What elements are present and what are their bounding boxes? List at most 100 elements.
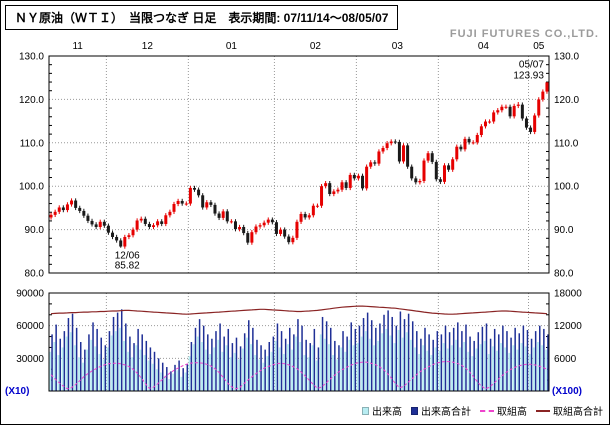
volume-total-bar	[325, 321, 328, 391]
volume-axis-label-right: 6000	[554, 354, 577, 365]
volume-bar	[315, 360, 318, 391]
volume-total-bar	[133, 343, 135, 391]
volume-total-bar	[350, 322, 352, 391]
candle-body	[414, 178, 418, 183]
candle-body	[279, 229, 283, 234]
volume-total-bar	[420, 338, 422, 391]
volume-total-bar	[100, 337, 102, 391]
month-label: 11	[72, 41, 83, 52]
annotation-value: 85.82	[115, 261, 140, 272]
volume-bar	[409, 339, 412, 391]
volume-total-bar	[461, 331, 463, 391]
volume-bar	[250, 344, 253, 391]
legend-item-volume: 出来高	[362, 403, 402, 418]
volume-bar	[520, 343, 523, 391]
candle-body	[156, 221, 160, 226]
volume-total-bar	[530, 338, 533, 391]
candle-body	[160, 221, 164, 224]
candle-body	[307, 215, 311, 218]
volume-bar	[159, 372, 162, 391]
volume-total-bar	[301, 325, 303, 391]
volume-bar	[188, 356, 191, 391]
volume-bar	[184, 372, 187, 391]
candle-body	[361, 175, 365, 189]
candle-body	[180, 200, 184, 204]
candle-body	[315, 205, 319, 207]
volume-bar	[344, 351, 347, 391]
volume-total-bar	[55, 324, 57, 391]
candle-body	[262, 222, 266, 226]
volume-total-bar	[243, 333, 246, 391]
volume-bar	[397, 330, 400, 391]
candle-body	[512, 105, 516, 117]
candle-body	[53, 211, 57, 215]
candle-body	[61, 207, 65, 211]
volume-total-bar	[334, 340, 336, 391]
candle-body	[291, 237, 295, 243]
candle-body	[397, 141, 401, 162]
volume-total-bar	[198, 319, 201, 391]
candle-body	[135, 220, 139, 230]
volume-bar	[373, 345, 375, 391]
open-interest-total-line	[50, 305, 548, 315]
volume-bar	[327, 344, 330, 391]
candle-body	[147, 223, 151, 227]
volume-total-bar	[293, 334, 295, 391]
volume-bar	[274, 340, 277, 391]
volume-bar	[143, 355, 146, 391]
volume-total-bar	[51, 334, 53, 391]
candle-body	[86, 215, 90, 221]
volume-total-bar	[79, 342, 82, 391]
volume-total-bar	[358, 325, 361, 391]
volume-total-bar	[518, 333, 521, 391]
volume-bar	[508, 352, 511, 391]
volume-bar	[217, 339, 220, 391]
candle-body	[451, 159, 455, 170]
candle-body	[229, 221, 233, 223]
candle-body	[356, 175, 360, 179]
volume-bar	[348, 339, 351, 391]
volume-axis-label-left: 30000	[16, 354, 44, 365]
company-name: FUJI FUTURES CO.,LTD.	[449, 28, 599, 40]
price-axis-label-right: 100.0	[554, 182, 579, 193]
candle-body	[217, 213, 221, 218]
candle-body	[111, 232, 115, 237]
volume-bar	[442, 343, 445, 391]
candle-body	[221, 211, 225, 218]
candle-body	[483, 121, 487, 127]
volume-total-bar	[416, 331, 418, 391]
volume-total-bar	[280, 331, 283, 391]
volume-bar	[360, 336, 363, 391]
volume-bar	[352, 345, 355, 391]
volume-total-bar	[157, 358, 160, 391]
candle-body	[65, 204, 69, 211]
candle-body	[299, 213, 303, 222]
candle-body	[127, 235, 131, 237]
volume-bar	[500, 343, 503, 391]
legend-label-open-interest: 取組高	[497, 407, 527, 418]
annotation-date: 05/07	[519, 59, 544, 70]
legend-label-volume-total: 出来高合計	[421, 407, 471, 418]
candle-body	[274, 222, 278, 234]
volume-total-bar	[403, 319, 406, 391]
open-interest-line	[50, 361, 548, 390]
volume-total-bar	[428, 334, 430, 391]
candle-body	[352, 174, 356, 179]
volume-bar	[307, 357, 310, 391]
volume-total-bar	[493, 328, 496, 391]
volume-total-bar	[317, 347, 320, 391]
volume-bar	[295, 336, 298, 391]
candle-body	[57, 207, 61, 212]
volume-bar	[319, 334, 322, 391]
price-axis-label-right: 120.0	[554, 95, 579, 106]
candle-body	[90, 220, 94, 225]
candle-body	[488, 121, 492, 123]
price-plot-border	[48, 55, 550, 274]
volume-total-bar	[202, 325, 205, 391]
volume-bar	[311, 345, 314, 391]
candle-body	[434, 161, 438, 180]
volume-bar	[459, 347, 462, 391]
candle-body	[479, 126, 483, 135]
candle-body	[213, 204, 217, 214]
candle-body	[389, 141, 393, 144]
